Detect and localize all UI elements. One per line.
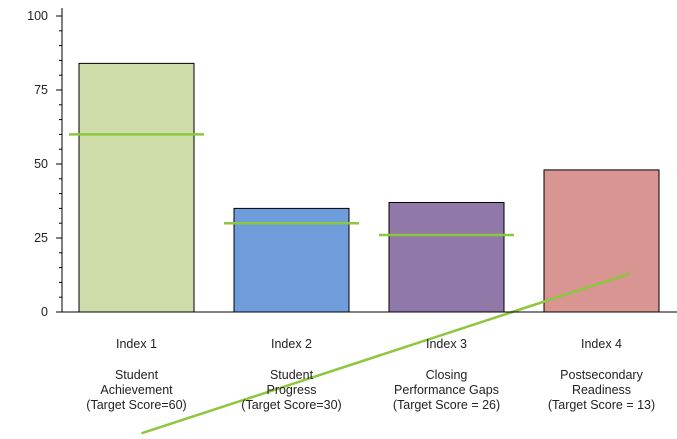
category-label-index-4: Index 4 Postsecondary Readiness (Target Sco… [527,337,677,413]
category-line: (Target Score=30) [241,398,342,412]
category-title: Index 1 [115,337,157,351]
category-line: Performance Gaps [394,383,499,397]
category-title: Index 2 [270,337,312,351]
trend-line [141,272,631,435]
category-line: Student [269,368,314,382]
bar-index-3 [388,201,505,313]
y-tick-label: 50 [34,157,48,171]
category-line: Closing [425,368,468,382]
bar-index-2 [233,207,350,313]
category-title: Index 3 [425,337,467,351]
y-tick-label: 25 [34,231,48,245]
y-tick-label: 0 [41,305,48,319]
category-line: Achievement [100,383,173,397]
category-label-index-1: Index 1 Student Achievement (Target Score=6… [62,337,212,413]
category-line: Readiness [571,383,632,397]
category-label-index-2: Index 2 Student Progress (Target Score=30) [217,337,367,413]
category-line: Postsecondary [560,368,643,382]
y-tick-label: 75 [34,83,48,97]
bar-index-1 [78,62,195,313]
category-line: (Target Score = 26) [392,398,501,412]
y-tick-label: 100 [27,9,48,23]
category-title: Index 4 [580,337,622,351]
category-label-index-3: Index 3 Closing Performance Gaps (Target Sc… [372,337,522,413]
category-line: Progress [266,383,317,397]
category-line: (Target Score = 13) [547,398,656,412]
bar-index-4 [543,169,660,313]
category-line: Student [114,368,159,382]
category-line: (Target Score=60) [86,398,187,412]
